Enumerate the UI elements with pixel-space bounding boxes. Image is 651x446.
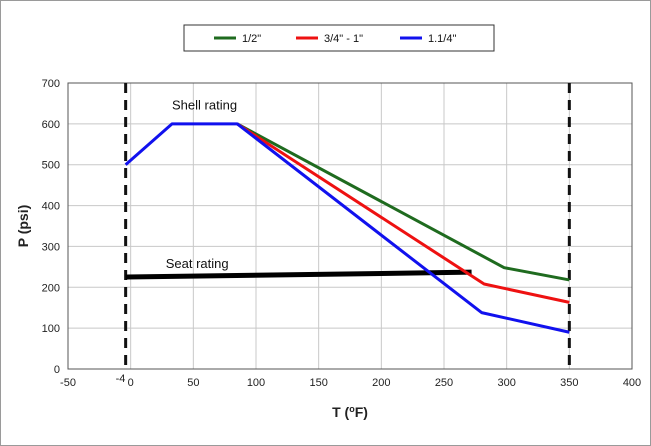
x-tick-label: -50 <box>60 377 76 389</box>
annotation-shell-rating: Shell rating <box>172 98 237 113</box>
annotation-seat-rating: Seat rating <box>166 256 229 271</box>
plot-area <box>67 82 633 370</box>
x-tick-label: 250 <box>435 377 453 389</box>
y-tick-label: 100 <box>42 323 60 335</box>
series-line-1-2 <box>236 122 570 282</box>
y-tick-label: 300 <box>42 241 60 253</box>
legend: 1/2" 3/4" - 1" 1.1/4" <box>183 24 495 52</box>
legend-label-1-2: 1/2" <box>242 33 261 45</box>
y-tick-label: 0 <box>54 364 60 376</box>
y-tick-label: 200 <box>42 282 60 294</box>
x-tick-label: 0 <box>128 377 134 389</box>
x-tick-label: 200 <box>372 377 390 389</box>
x-axis-title-degree: o <box>349 404 355 414</box>
series-line-1-1-4 <box>124 122 570 334</box>
x-axis-title: T (oF) <box>332 404 368 420</box>
y-tick-label: 400 <box>42 201 60 213</box>
legend-label-3-4-1: 3/4" - 1" <box>324 33 363 45</box>
legend-label-1-1-4: 1.1/4" <box>428 33 456 45</box>
x-axis-title-prefix: T ( <box>332 404 349 420</box>
series-lines <box>124 122 570 334</box>
x-tick-label: 100 <box>247 377 265 389</box>
x-axis-title-suffix: F) <box>355 404 368 420</box>
series-line-3-4-1 <box>236 122 570 304</box>
y-tick-label: 600 <box>42 119 60 131</box>
x-tick-label: 350 <box>560 377 578 389</box>
dashed-limit-lines <box>124 83 571 369</box>
y-tick-label: 700 <box>42 78 60 90</box>
x-tick-label: 50 <box>187 377 199 389</box>
y-tick-label: 500 <box>42 160 60 172</box>
tick-labels: -50 0 50 100 150 200 250 300 350 4000100200300400… <box>42 78 642 389</box>
annotation-minus-4: -4 <box>116 373 126 385</box>
y-axis-title: P (psi) <box>15 205 31 248</box>
x-tick-label: 400 <box>623 377 641 389</box>
series-line-seat-rating <box>125 269 472 280</box>
x-tick-label: 300 <box>497 377 515 389</box>
x-tick-label: 150 <box>309 377 327 389</box>
